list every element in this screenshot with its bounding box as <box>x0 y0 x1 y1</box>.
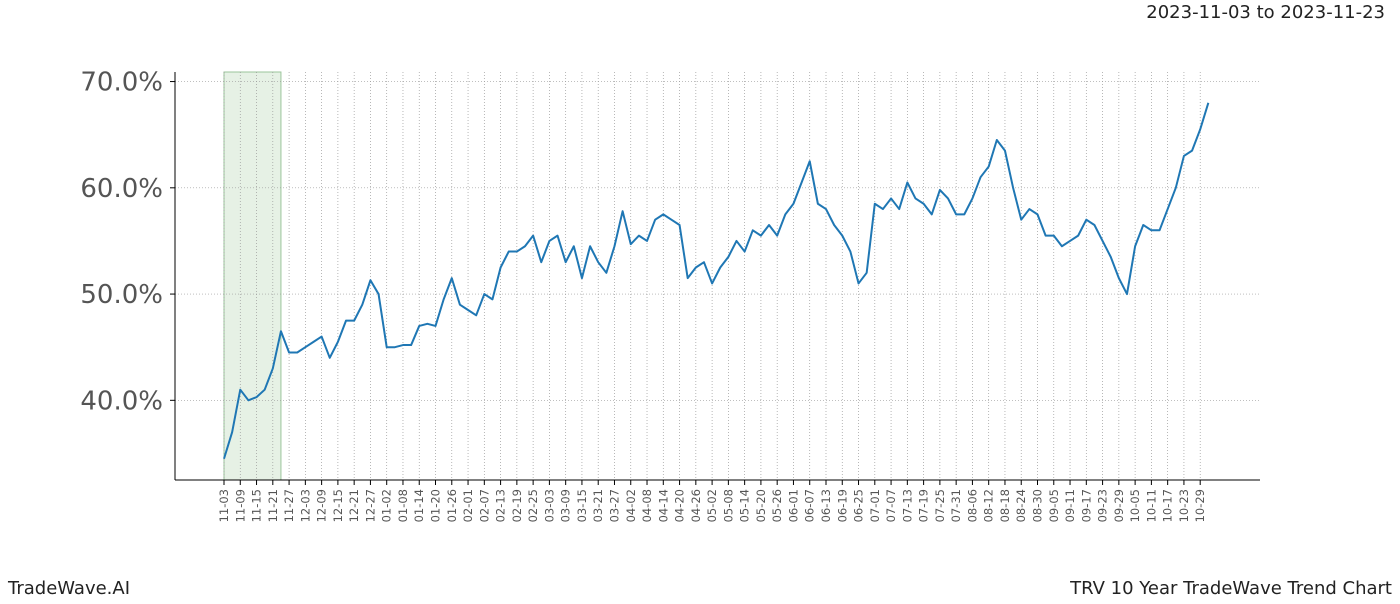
x-tick-label: 11-15 <box>250 489 264 522</box>
x-tick-label: 10-05 <box>1128 489 1142 522</box>
x-tick-label: 08-30 <box>1031 489 1045 522</box>
x-tick-label: 04-20 <box>673 489 687 522</box>
x-tick-label: 05-08 <box>721 489 735 522</box>
x-tick-label: 04-26 <box>689 489 703 522</box>
x-tick-label: 08-12 <box>982 489 996 522</box>
x-tick-label: 06-19 <box>835 489 849 522</box>
x-tick-label: 10-29 <box>1193 489 1207 522</box>
x-tick-label: 10-11 <box>1144 489 1158 522</box>
x-tick-label: 08-06 <box>965 489 979 522</box>
x-tick-label: 12-27 <box>363 489 377 522</box>
x-tick-label: 02-25 <box>526 489 540 522</box>
x-tick-label: 09-23 <box>1096 489 1110 522</box>
x-tick-label: 06-25 <box>852 489 866 522</box>
x-tick-label: 05-20 <box>754 489 768 522</box>
date-range: 2023-11-03 to 2023-11-23 <box>1146 2 1385 23</box>
x-tick-label: 11-27 <box>282 489 296 522</box>
x-tick-label: 03-03 <box>542 489 556 522</box>
x-tick-label: 06-07 <box>803 489 817 522</box>
x-tick-label: 07-01 <box>868 489 882 522</box>
x-tick-label: 06-01 <box>786 489 800 522</box>
x-tick-label: 02-01 <box>461 489 475 522</box>
x-tick-label: 02-07 <box>477 489 491 522</box>
x-tick-label: 01-20 <box>429 489 443 522</box>
x-tick-label: 04-14 <box>656 489 670 522</box>
x-tick-label: 03-15 <box>575 489 589 522</box>
y-tick-label: 40.0% <box>80 386 163 416</box>
y-tick-label: 70.0% <box>80 68 163 98</box>
x-tick-label: 10-17 <box>1161 489 1175 522</box>
y-tick-label: 60.0% <box>80 174 163 204</box>
x-tick-label: 07-31 <box>949 489 963 522</box>
x-tick-label: 12-15 <box>331 489 345 522</box>
x-tick-label: 12-21 <box>347 489 361 522</box>
x-tick-label: 06-13 <box>819 489 833 522</box>
x-tick-label: 07-13 <box>900 489 914 522</box>
x-tick-label: 07-25 <box>933 489 947 522</box>
x-tick-label: 03-27 <box>607 489 621 522</box>
y-tick-label: 50.0% <box>80 280 163 310</box>
x-tick-label: 01-26 <box>445 489 459 522</box>
chart-title: TRV 10 Year TradeWave Trend Chart <box>1069 578 1392 599</box>
x-tick-label: 08-24 <box>1014 489 1028 522</box>
x-tick-label: 07-19 <box>917 489 931 522</box>
x-tick-label: 07-07 <box>884 489 898 522</box>
x-tick-label: 09-05 <box>1047 489 1061 522</box>
x-tick-label: 05-14 <box>738 489 752 522</box>
x-tick-label: 09-17 <box>1079 489 1093 522</box>
x-tick-label: 01-08 <box>396 489 410 522</box>
x-tick-label: 09-11 <box>1063 489 1077 522</box>
x-tick-label: 05-02 <box>705 489 719 522</box>
x-tick-label: 04-02 <box>624 489 638 522</box>
x-tick-label: 12-03 <box>298 489 312 522</box>
x-tick-label: 01-14 <box>412 489 426 522</box>
x-tick-label: 11-03 <box>217 489 231 522</box>
x-tick-label: 12-09 <box>315 489 329 522</box>
source: TradeWave.AI <box>7 578 130 599</box>
x-tick-label: 03-21 <box>591 489 605 522</box>
x-tick-label: 08-18 <box>998 489 1012 522</box>
x-tick-label: 04-08 <box>640 489 654 522</box>
highlight-region <box>223 71 282 481</box>
x-tick-label: 02-13 <box>494 489 508 522</box>
x-tick-label: 11-09 <box>233 489 247 522</box>
x-tick-label: 09-29 <box>1112 489 1126 522</box>
x-tick-label: 11-21 <box>266 489 280 522</box>
x-tick-label: 10-23 <box>1177 489 1191 522</box>
x-tick-label: 01-02 <box>380 489 394 522</box>
x-tick-label: 03-09 <box>559 489 573 522</box>
price-line <box>223 102 1210 460</box>
x-tick-label: 05-26 <box>770 489 784 522</box>
x-tick-label: 02-19 <box>510 489 524 522</box>
